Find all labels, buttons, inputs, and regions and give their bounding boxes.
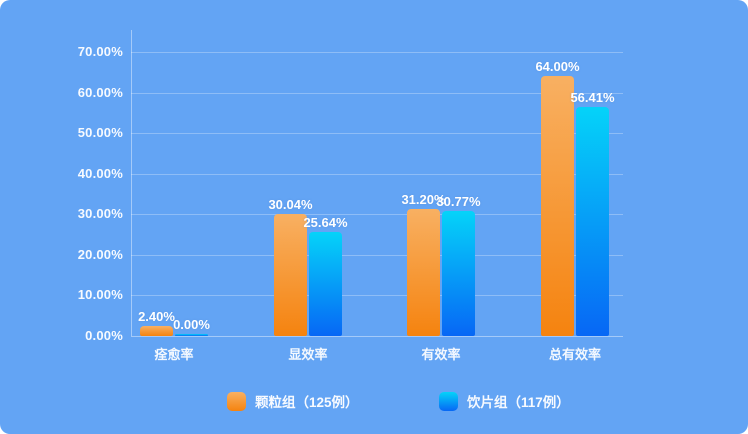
gridline [131, 295, 623, 297]
bar-decoction-group [309, 231, 342, 336]
bar-value-label: 31.20% [401, 192, 446, 208]
bar-value-label: 0.00% [173, 316, 210, 332]
legend-label-decoction-group: 饮片组（117例） [467, 395, 570, 410]
gridline [131, 254, 623, 256]
y-axis-tick-label: 60.00% [77, 84, 123, 100]
bar-granule-group [140, 326, 173, 336]
bar-granule-group [541, 76, 574, 336]
bar-decoction-group [576, 107, 609, 336]
bar-decoction-group [442, 211, 475, 336]
bar-value-label: 25.64% [303, 214, 348, 230]
y-axis-tick-label: 50.00% [77, 125, 123, 141]
y-axis-tick-label: 30.00% [77, 206, 123, 222]
legend-swatch-orange [227, 391, 246, 411]
gridline [131, 173, 623, 175]
x-axis-category-label: 显效率 [288, 347, 328, 362]
legend-label-granule-group: 颗粒组（125例） [255, 395, 359, 410]
bar-value-label: 2.40% [138, 309, 175, 325]
x-axis-category-label: 有效率 [421, 347, 461, 362]
legend-item-decoction-group[interactable]: 饮片组（117例） [439, 391, 570, 411]
gridline [131, 214, 623, 216]
gridline [131, 92, 623, 94]
gridline [131, 133, 623, 135]
bar-decoction-group [175, 333, 208, 336]
x-axis-category-label: 痊愈率 [154, 347, 194, 362]
bar-value-label: 56.41% [570, 90, 615, 106]
bar-value-label: 64.00% [535, 59, 580, 75]
y-axis-tick-label: 10.00% [77, 287, 123, 303]
x-axis-category-label: 总有效率 [548, 347, 602, 362]
legend-swatch-blue [439, 391, 458, 411]
y-axis-tick-label: 40.00% [77, 165, 123, 181]
bar-value-label: 30.04% [268, 197, 313, 213]
bar-value-label: 30.77% [436, 194, 481, 210]
bar-granule-group [407, 209, 440, 336]
y-axis-tick-label: 70.00% [77, 44, 123, 59]
y-axis-line [131, 30, 132, 336]
legend-item-granule-group[interactable]: 颗粒组（125例） [227, 391, 359, 411]
y-axis-tick-label: 0.00% [85, 328, 123, 343]
bar-granule-group [274, 214, 307, 336]
y-axis-tick-label: 20.00% [77, 246, 123, 262]
x-axis-line [131, 336, 623, 337]
gridline [131, 52, 623, 53]
